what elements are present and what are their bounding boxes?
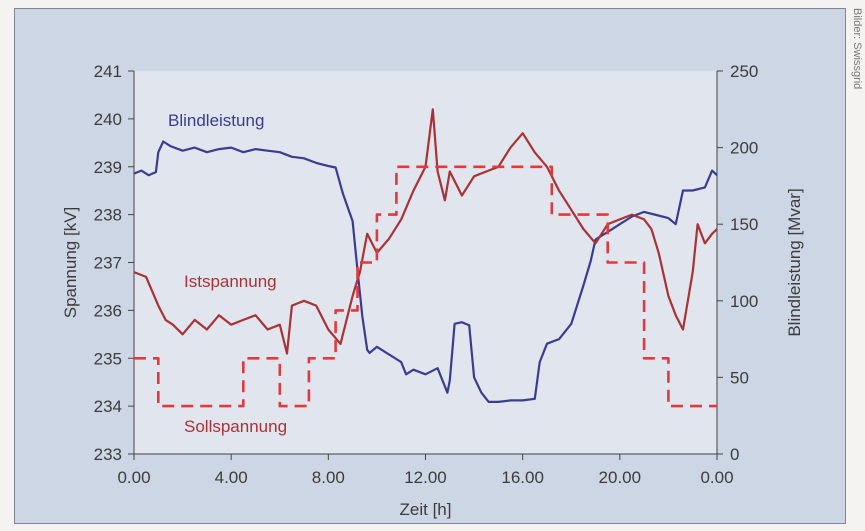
y-left-tick-label: 240 bbox=[94, 110, 122, 129]
y-left-tick-label: 241 bbox=[94, 62, 122, 81]
y-left-tick-label: 237 bbox=[94, 254, 122, 273]
y-right-tick-label: 0 bbox=[730, 445, 739, 464]
series-line-sollspannung bbox=[134, 165, 717, 408]
series-line-istspannung bbox=[133, 108, 718, 355]
annotation-istspannung: Istspannung bbox=[184, 272, 277, 291]
y-right-tick-label: 50 bbox=[730, 368, 749, 387]
y-right-tick-label: 150 bbox=[730, 215, 758, 234]
y-right-tick-label: 100 bbox=[730, 292, 758, 311]
y-left-tick-label: 236 bbox=[94, 301, 122, 320]
y-left-tick-label: 238 bbox=[94, 206, 122, 225]
x-tick-label: 0.00 bbox=[700, 468, 733, 487]
axes bbox=[128, 70, 723, 460]
series-line-blindleistung bbox=[133, 140, 718, 403]
y-left-tick-label: 235 bbox=[94, 349, 122, 368]
x-tick-label: 4.00 bbox=[215, 468, 248, 487]
x-tick-label: 16.00 bbox=[501, 468, 544, 487]
x-tick-label: 12.00 bbox=[404, 468, 447, 487]
y-right-tick-label: 250 bbox=[730, 62, 758, 81]
y-axis-left-title: Spannung [kV] bbox=[61, 207, 80, 319]
x-axis-title: Zeit [h] bbox=[400, 500, 452, 519]
x-tick-label: 8.00 bbox=[312, 468, 345, 487]
x-tick-label: 0.00 bbox=[117, 468, 150, 487]
annotation-sollspannung: Sollspannung bbox=[184, 417, 287, 436]
y-left-tick-label: 234 bbox=[94, 397, 122, 416]
y-left-tick-label: 239 bbox=[94, 158, 122, 177]
x-tick-label: 20.00 bbox=[599, 468, 642, 487]
y-axis-right-title: Blindleistung [Mvar] bbox=[785, 188, 804, 336]
plot-area bbox=[134, 71, 717, 454]
annotation-blindleistung: Blindleistung bbox=[168, 111, 264, 130]
y-right-tick-label: 200 bbox=[730, 139, 758, 158]
labels-layer: 0.00 4.00 8.00 12.00 16.00 20.00 0.00 233 234 235… bbox=[61, 62, 804, 519]
y-left-tick-label: 233 bbox=[94, 445, 122, 464]
series-layer bbox=[133, 108, 718, 408]
